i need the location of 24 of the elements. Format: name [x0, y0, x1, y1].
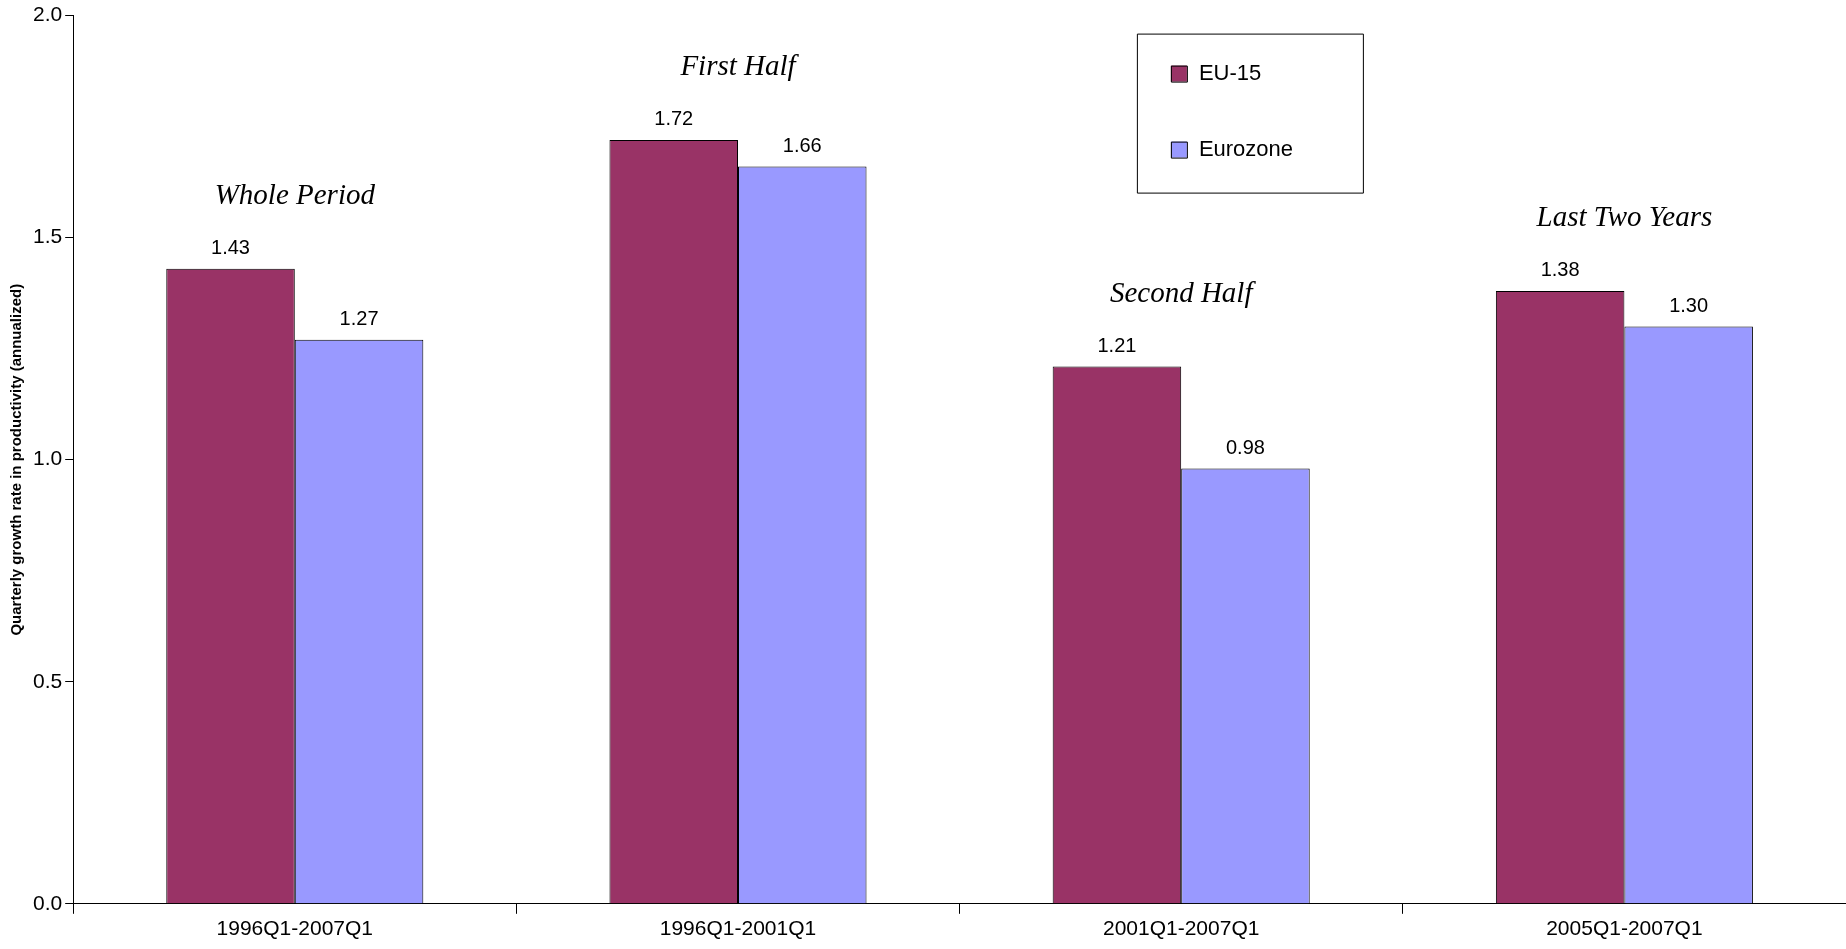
- y-tick-label: 0.5: [32, 668, 63, 692]
- x-tick-label: 2005Q1-2007Q1: [1546, 916, 1703, 940]
- data-label: 1.30: [1669, 293, 1709, 316]
- data-label: 1.72: [654, 107, 694, 130]
- annotation: First Half: [679, 49, 800, 82]
- annotation: Whole Period: [214, 177, 376, 210]
- x-tick-label: 1996Q1-2001Q1: [659, 916, 817, 940]
- legend-label: Eurozone: [1198, 135, 1294, 161]
- y-tick-label: 1.0: [32, 446, 63, 470]
- y-tick-label: 1.5: [32, 224, 63, 248]
- y-tick-label: 2.0: [32, 2, 63, 26]
- data-label: 1.38: [1540, 258, 1580, 281]
- data-label: 1.66: [782, 134, 822, 157]
- legend-label: EU-15: [1198, 59, 1262, 85]
- y-axis-title: Quarterly growth rate in productivity (annualized): [7, 283, 25, 636]
- data-label: 1.43: [211, 236, 250, 259]
- data-label: 0.98: [1225, 436, 1265, 459]
- y-tick-label: 0.0: [32, 890, 63, 914]
- annotation: Second Half: [1109, 275, 1257, 308]
- x-tick-label: 1996Q1-2007Q1: [216, 916, 374, 940]
- annotation: Last Two Years: [1535, 200, 1713, 233]
- data-label: 1.27: [339, 307, 379, 330]
- x-tick-label: 2001Q1-2007Q1: [1102, 916, 1260, 940]
- data-label: 1.21: [1097, 333, 1137, 356]
